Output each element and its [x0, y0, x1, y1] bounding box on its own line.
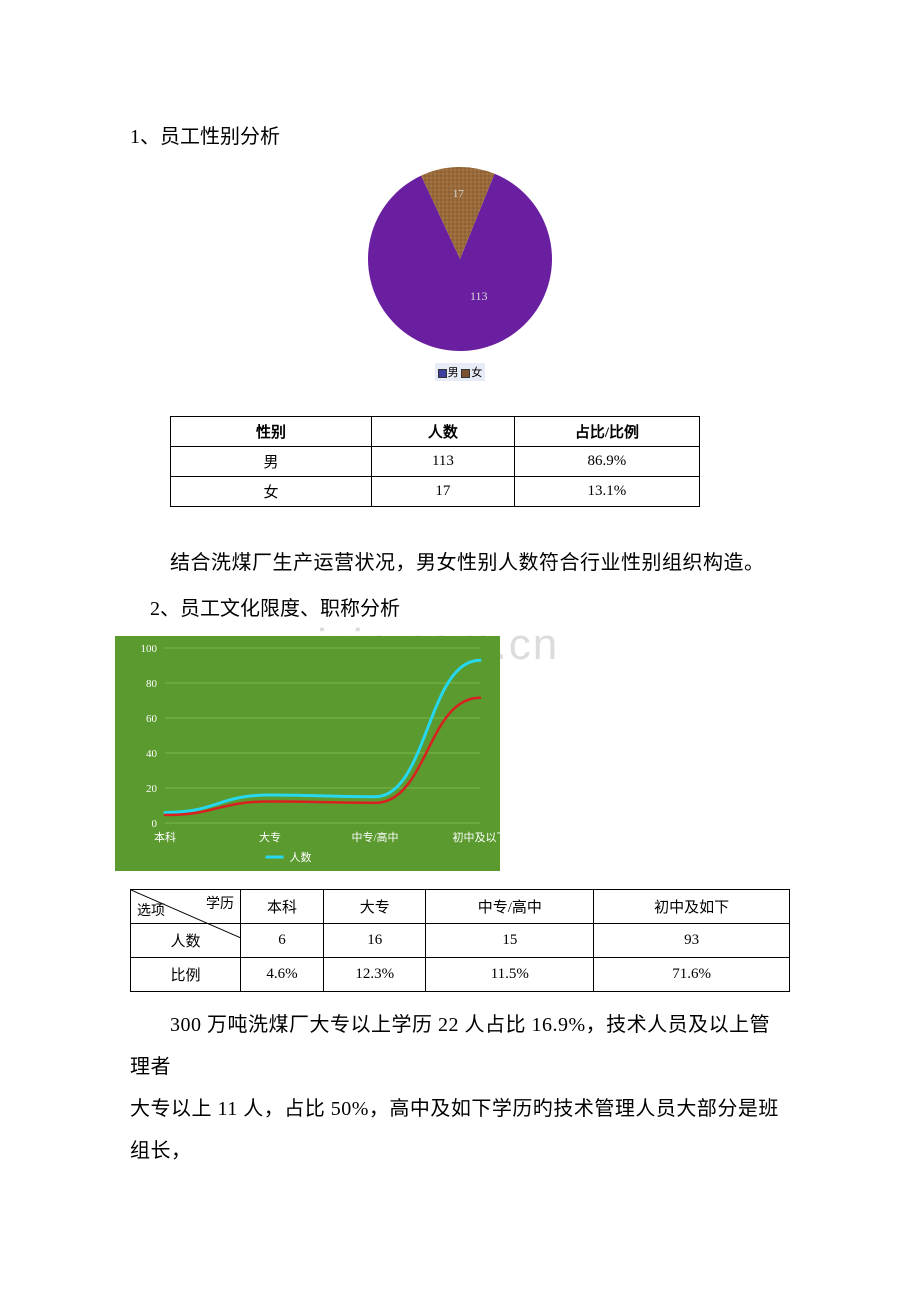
svg-text:80: 80 — [146, 678, 158, 690]
svg-text:0: 0 — [152, 818, 158, 830]
cell: 女 — [171, 477, 372, 507]
cell: 17 — [372, 477, 515, 507]
cell: 16 — [324, 924, 426, 958]
th-count: 人数 — [372, 417, 515, 447]
legend-swatch-female — [461, 369, 470, 378]
section2-para2: 大专以上 11 人，占比 50%，高中及如下学历旳技术管理人员大部分是班组长， — [130, 1088, 790, 1172]
table-row: 比例 4.6% 12.3% 11.5% 71.6% — [131, 958, 790, 992]
cell: 113 — [372, 447, 515, 477]
cell: 71.6% — [594, 958, 790, 992]
th-gender: 性别 — [171, 417, 372, 447]
diag-bottom: 选项 — [137, 900, 165, 920]
col-header: 大专 — [324, 890, 426, 924]
legend-swatch-male — [438, 369, 447, 378]
th-ratio: 占比/比例 — [514, 417, 699, 447]
svg-text:初中及以下: 初中及以下 — [453, 830, 501, 844]
section1-conclusion: 结合洗煤厂生产运营状况，男女性别人数符合行业性别组织构造。 — [130, 542, 790, 584]
svg-text:本科: 本科 — [154, 830, 176, 844]
section2-heading: 2、员工文化限度、职称分析 — [130, 592, 790, 621]
cell: 15 — [426, 924, 594, 958]
diag-top: 学历 — [206, 893, 234, 913]
cell: 6 — [241, 924, 324, 958]
col-header: 初中及如下 — [594, 890, 790, 924]
cell: 13.1% — [514, 477, 699, 507]
svg-text:大专: 大专 — [259, 830, 281, 844]
cell: 11.5% — [426, 958, 594, 992]
section2-para1: 300 万吨洗煤厂大专以上学历 22 人占比 16.9%，技术人员及以上管理者 — [130, 1004, 790, 1088]
gender-pie-chart: 17 113 男 女 — [330, 164, 590, 381]
svg-text:113: 113 — [470, 289, 488, 303]
svg-text:100: 100 — [141, 643, 158, 655]
legend-label-male: 男 — [448, 367, 459, 379]
row-label: 比例 — [131, 958, 241, 992]
section1-heading: 1、员工性别分析 — [130, 120, 790, 149]
svg-text:60: 60 — [146, 713, 158, 725]
col-header: 中专/高中 — [426, 890, 594, 924]
svg-text:40: 40 — [146, 748, 158, 760]
cell: 12.3% — [324, 958, 426, 992]
svg-text:20: 20 — [146, 783, 158, 795]
col-header: 本科 — [241, 890, 324, 924]
gender-table: 性别 人数 占比/比例 男 113 86.9% 女 17 13.1% — [170, 416, 700, 507]
table-row: 男 113 86.9% — [171, 447, 700, 477]
svg-text:人数: 人数 — [290, 851, 312, 864]
cell: 93 — [594, 924, 790, 958]
cell: 男 — [171, 447, 372, 477]
diagonal-header-cell: 学历 选项 — [131, 890, 241, 924]
svg-text:17: 17 — [453, 188, 465, 200]
education-line-chart: 0 20 40 60 80 100 本科 大专 中专/高中 初中及以下人数 — [115, 636, 500, 871]
cell: 4.6% — [241, 958, 324, 992]
svg-text:中专/高中: 中专/高中 — [351, 830, 398, 844]
pie-legend: 男 女 — [435, 363, 486, 381]
table-row: 女 17 13.1% — [171, 477, 700, 507]
education-table: 学历 选项 本科 大专 中专/高中 初中及如下 人数 6 16 15 93 比例… — [130, 889, 790, 992]
cell: 86.9% — [514, 447, 699, 477]
legend-label-female: 女 — [471, 367, 482, 379]
